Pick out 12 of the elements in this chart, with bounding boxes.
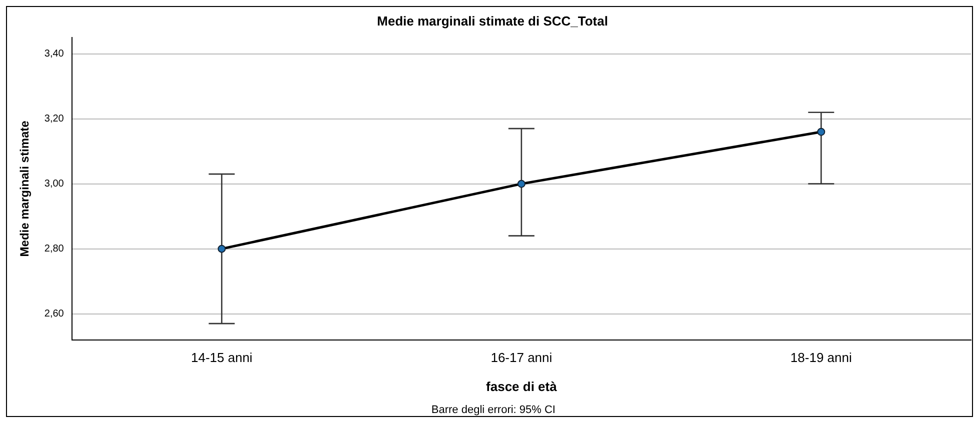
y-tick-label: 3,40: [44, 48, 64, 60]
x-axis-title: fasce di età: [486, 378, 558, 394]
x-tick-label: 18-19 anni: [790, 350, 852, 366]
y-tick-label: 2,60: [44, 308, 64, 320]
y-tick-label: 3,00: [44, 178, 64, 190]
chart-title: Medie marginali stimate di SCC_Total: [377, 13, 608, 28]
x-tick-label: 16-17 anni: [490, 350, 552, 366]
y-axis-title: Medie marginali stimate: [18, 120, 32, 257]
y-tick-label: 3,20: [44, 114, 64, 125]
text: Barre degli errori: 95% CI: [431, 404, 556, 416]
y-tick-label: 2,80: [44, 244, 64, 255]
x-tick-label: 14-15 anni: [190, 350, 253, 366]
